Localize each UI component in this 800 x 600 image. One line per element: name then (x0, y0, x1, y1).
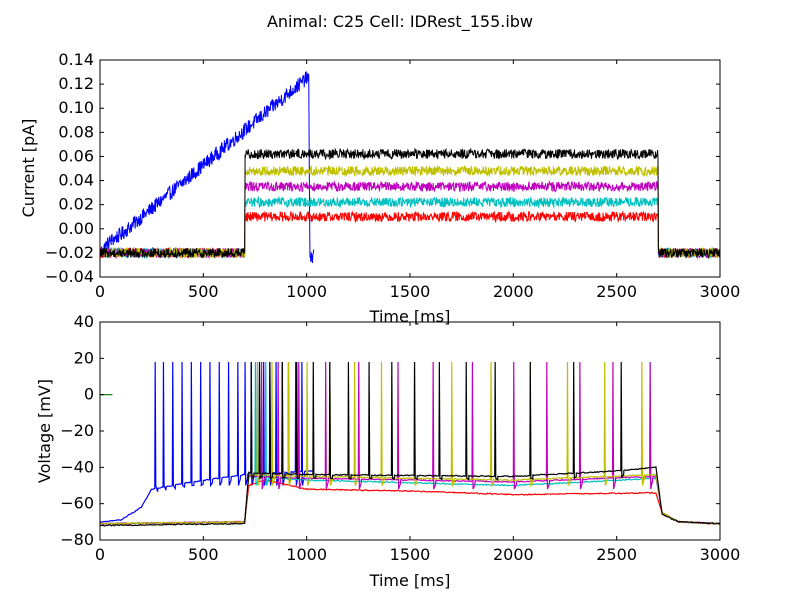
y-tick-label: 20 (74, 348, 94, 367)
x-tick-label: 1000 (286, 545, 327, 564)
y-tick-label: 0.14 (58, 50, 94, 69)
current-x-label: Time [ms] (369, 307, 451, 326)
y-tick-label: −40 (60, 457, 94, 476)
voltage-y-label: Voltage [mV] (35, 379, 54, 483)
x-tick-label: 2500 (596, 282, 637, 301)
x-tick-label: 3000 (700, 282, 741, 301)
y-tick-label: −60 (60, 494, 94, 513)
x-tick-label: 1000 (286, 282, 327, 301)
current-y-ticks: −0.04 −0.02 0.00 0.02 0.04 0.06 0.08 0.10 0.12 0.… (45, 50, 720, 286)
y-tick-label: −20 (60, 421, 94, 440)
voltage-plot-area (100, 361, 720, 527)
current-x-ticks: 0 500 1000 1500 2000 2500 3000 (95, 60, 740, 301)
current-series-line (100, 71, 315, 264)
x-tick-label: 2000 (493, 282, 534, 301)
current-y-label: Current [pA] (19, 119, 38, 218)
voltage-series-line (100, 361, 720, 527)
voltage-axes: 0 500 1000 1500 2000 2500 3000 −80 −60 −40 −20 0 20… (35, 312, 740, 590)
x-tick-label: 3000 (700, 545, 741, 564)
x-tick-label: 1500 (390, 545, 431, 564)
voltage-x-ticks: 0 500 1000 1500 2000 2500 3000 (95, 322, 740, 564)
y-tick-label: −0.02 (45, 243, 94, 262)
y-tick-label: −80 (60, 530, 94, 549)
current-series-line (100, 164, 720, 260)
y-tick-label: 0.04 (58, 171, 94, 190)
x-tick-label: 500 (188, 282, 219, 301)
voltage-series-line (100, 361, 314, 523)
voltage-x-label: Time [ms] (369, 571, 451, 590)
y-tick-label: 0.02 (58, 195, 94, 214)
x-tick-label: 500 (188, 545, 219, 564)
y-tick-label: 0.12 (58, 74, 94, 93)
current-plot-area (100, 71, 720, 264)
x-tick-label: 2500 (596, 545, 637, 564)
y-tick-label: −0.04 (45, 267, 94, 286)
current-series-line (100, 147, 720, 260)
y-tick-label: 0.10 (58, 98, 94, 117)
current-series-line (100, 180, 720, 260)
voltage-series-line (100, 361, 720, 525)
voltage-y-ticks: −80 −60 −40 −20 0 20 40 (60, 312, 720, 549)
x-tick-label: 2000 (493, 545, 534, 564)
voltage-series-line (100, 479, 720, 525)
x-tick-label: 1500 (390, 282, 431, 301)
voltage-axes-frame (99, 321, 721, 541)
y-tick-label: 0 (84, 385, 94, 404)
current-axes: 0 500 1000 1500 2000 2500 3000 −0.04−0.020.000… (19, 50, 740, 326)
figure-suptitle: Animal: C25 Cell: IDRest_155.ibw (267, 12, 533, 32)
x-tick-label: 0 (95, 545, 105, 564)
y-tick-label: 0.06 (58, 146, 94, 165)
y-tick-label: 0.00 (58, 219, 94, 238)
y-tick-label: 0.08 (58, 122, 94, 141)
x-tick-label: 0 (95, 282, 105, 301)
y-tick-label: 40 (74, 312, 94, 331)
voltage-series-line (100, 361, 720, 525)
voltage-series-line (100, 361, 720, 525)
